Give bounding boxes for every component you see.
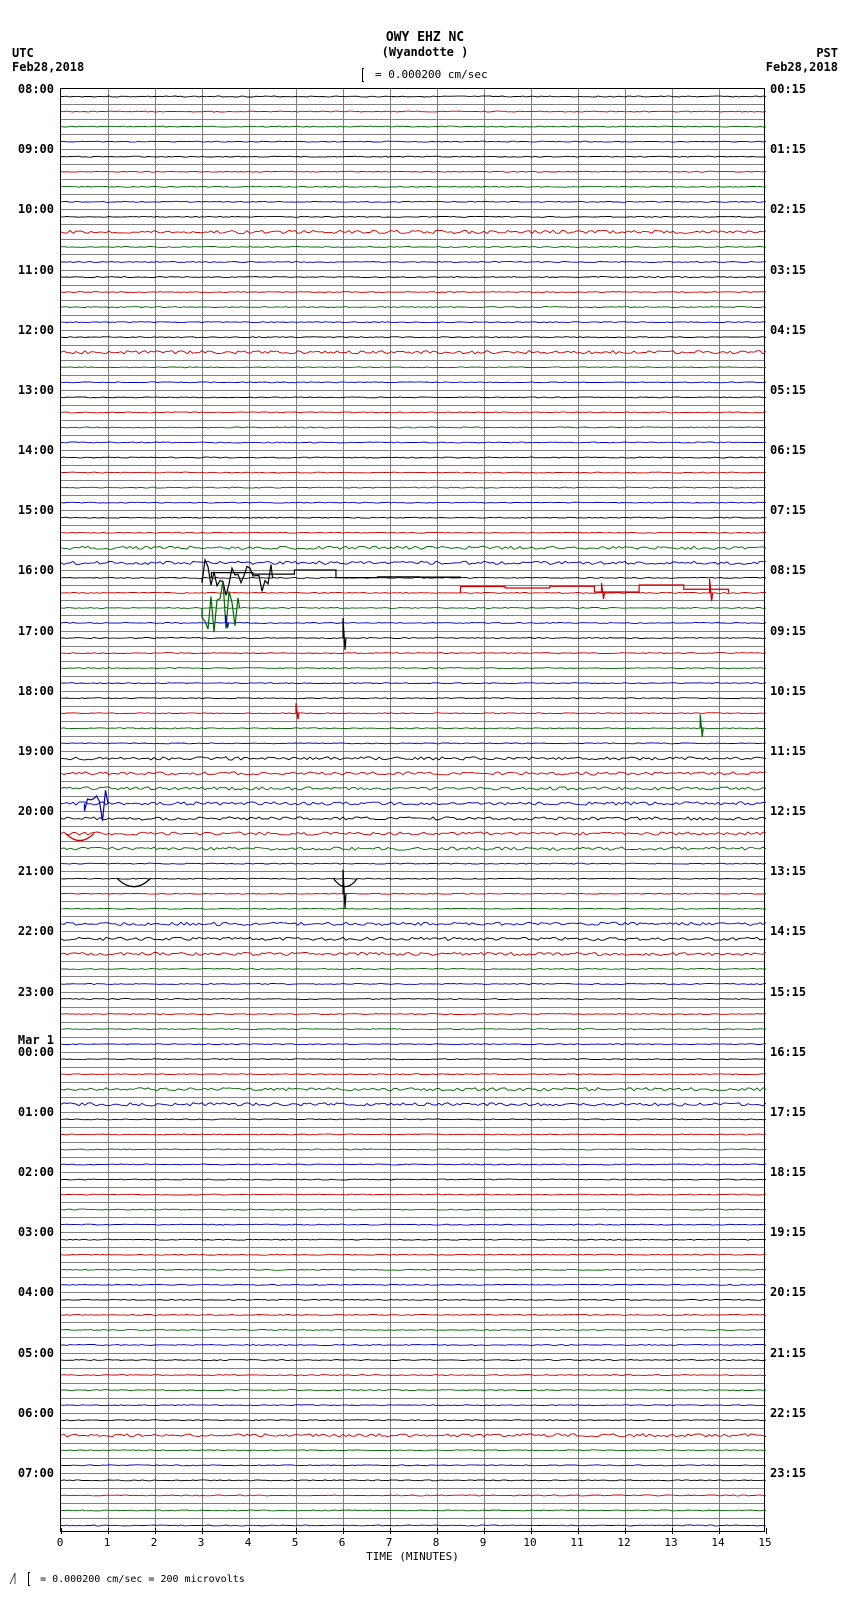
- pst-hour-label: 16:15: [770, 1045, 806, 1059]
- utc-hour-label: 06:00: [4, 1406, 54, 1420]
- utc-hour-label: 15:00: [4, 503, 54, 517]
- x-tick-label: 8: [433, 1536, 440, 1549]
- pst-hour-label: 19:15: [770, 1225, 806, 1239]
- pst-hour-label: 20:15: [770, 1285, 806, 1299]
- pst-hour-label: 10:15: [770, 684, 806, 698]
- pst-hour-label: 21:15: [770, 1346, 806, 1360]
- x-tick-label: 15: [758, 1536, 771, 1549]
- utc-hour-label: 05:00: [4, 1346, 54, 1360]
- footer-scale: = 0.000200 cm/sec = 200 microvolts: [8, 1572, 245, 1586]
- pst-hour-label: 01:15: [770, 142, 806, 156]
- tz-right-label: PST: [816, 46, 838, 60]
- pst-hour-label: 05:15: [770, 383, 806, 397]
- scale-info: = 0.000200 cm/sec: [0, 68, 850, 82]
- utc-hour-label: 07:00: [4, 1466, 54, 1480]
- utc-hour-label: 09:00: [4, 142, 54, 156]
- seismogram-container: OWY EHZ NC (Wyandotte ) = 0.000200 cm/se…: [0, 0, 850, 1613]
- x-tick-label: 6: [339, 1536, 346, 1549]
- utc-hour-label: 18:00: [4, 684, 54, 698]
- x-tick-label: 0: [57, 1536, 64, 1549]
- plot-area: [60, 88, 765, 1532]
- seismic-traces: [61, 89, 766, 1533]
- x-tick-label: 4: [245, 1536, 252, 1549]
- x-tick-label: 9: [480, 1536, 487, 1549]
- utc-hour-label: 11:00: [4, 263, 54, 277]
- scale-bar-icon: [28, 1572, 30, 1586]
- station-name: (Wyandotte ): [0, 45, 850, 59]
- footer-text: = 0.000200 cm/sec = 200 microvolts: [40, 1574, 245, 1585]
- pst-hour-label: 22:15: [770, 1406, 806, 1420]
- utc-hour-label: 12:00: [4, 323, 54, 337]
- utc-hour-label: 00:00: [4, 1045, 54, 1059]
- utc-hour-label: 03:00: [4, 1225, 54, 1239]
- utc-hour-label: 20:00: [4, 804, 54, 818]
- utc-hour-label: 19:00: [4, 744, 54, 758]
- pst-hour-label: 14:15: [770, 924, 806, 938]
- x-tick-label: 5: [292, 1536, 299, 1549]
- utc-hour-label: 16:00: [4, 563, 54, 577]
- x-tick-label: 3: [198, 1536, 205, 1549]
- x-tick-label: 11: [570, 1536, 583, 1549]
- x-tick-label: 13: [664, 1536, 677, 1549]
- utc-hour-label: 10:00: [4, 202, 54, 216]
- utc-hour-label: 22:00: [4, 924, 54, 938]
- date-left-label: Feb28,2018: [12, 60, 84, 74]
- utc-hour-label: 21:00: [4, 864, 54, 878]
- x-tick-label: 10: [523, 1536, 536, 1549]
- pst-hour-label: 03:15: [770, 263, 806, 277]
- pst-hour-label: 18:15: [770, 1165, 806, 1179]
- pst-hour-label: 09:15: [770, 624, 806, 638]
- utc-hour-label: 08:00: [4, 82, 54, 96]
- utc-hour-label: 17:00: [4, 624, 54, 638]
- utc-hour-label: 04:00: [4, 1285, 54, 1299]
- x-tick-label: 12: [617, 1536, 630, 1549]
- pst-hour-label: 00:15: [770, 82, 806, 96]
- pst-hour-label: 17:15: [770, 1105, 806, 1119]
- pst-hour-label: 12:15: [770, 804, 806, 818]
- pst-hour-label: 08:15: [770, 563, 806, 577]
- utc-hour-label: 02:00: [4, 1165, 54, 1179]
- pst-hour-label: 23:15: [770, 1466, 806, 1480]
- x-axis-title: TIME (MINUTES): [60, 1550, 765, 1563]
- pst-hour-label: 04:15: [770, 323, 806, 337]
- utc-hour-label: 14:00: [4, 443, 54, 457]
- pst-hour-label: 06:15: [770, 443, 806, 457]
- pst-hour-label: 02:15: [770, 202, 806, 216]
- scale-bar-icon: [362, 68, 364, 82]
- tz-left-label: UTC: [12, 46, 34, 60]
- scale-label: = 0.000200 cm/sec: [375, 68, 488, 81]
- header: OWY EHZ NC (Wyandotte ): [0, 30, 850, 59]
- x-tick-label: 2: [151, 1536, 158, 1549]
- pst-hour-label: 11:15: [770, 744, 806, 758]
- utc-hour-label: 01:00: [4, 1105, 54, 1119]
- pst-hour-label: 13:15: [770, 864, 806, 878]
- pst-hour-label: 07:15: [770, 503, 806, 517]
- x-tick-label: 14: [711, 1536, 724, 1549]
- station-code: OWY EHZ NC: [0, 30, 850, 45]
- utc-hour-label: 23:00: [4, 985, 54, 999]
- date-right-label: Feb28,2018: [766, 60, 838, 74]
- x-tick-label: 1: [104, 1536, 111, 1549]
- x-tick-label: 7: [386, 1536, 393, 1549]
- utc-hour-label: 13:00: [4, 383, 54, 397]
- pst-hour-label: 15:15: [770, 985, 806, 999]
